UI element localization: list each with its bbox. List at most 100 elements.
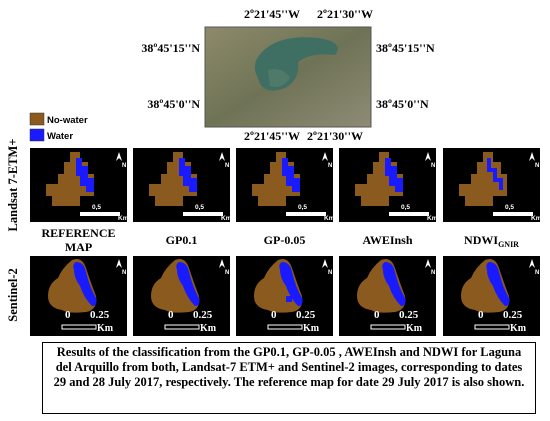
water-patch xyxy=(286,296,292,302)
north-arrow xyxy=(116,152,122,161)
scale-unit: Km xyxy=(221,215,232,222)
sentinel-panel: N 0 0.25 Km xyxy=(339,256,436,336)
scale-label: 0,5 xyxy=(505,204,514,211)
sentinel-panel: N 0 0.25 Km xyxy=(133,256,230,336)
landsat-panel: N 0,5 Km xyxy=(339,148,438,222)
north-arrow xyxy=(529,259,535,268)
landsat-panel: N 0,5 Km xyxy=(30,148,129,222)
scale-label: 0 xyxy=(65,309,71,321)
landsat-panel: N 0,5 Km xyxy=(236,148,335,222)
scale-label: 0 xyxy=(168,309,174,321)
water-area xyxy=(279,262,303,306)
water-area xyxy=(385,158,403,192)
scale-bar xyxy=(389,212,429,216)
north-arrow xyxy=(425,152,431,161)
scale-label: 0 xyxy=(374,309,380,321)
coord-right: 38º45'0''N xyxy=(376,97,429,111)
north-arrow xyxy=(425,259,431,268)
north-arrow xyxy=(529,152,535,161)
row-label: Landsat 7-ETM+ xyxy=(6,139,20,232)
water-area xyxy=(76,158,94,192)
legend-swatch xyxy=(29,112,45,126)
north-label: N xyxy=(431,270,435,276)
column-label: MAP xyxy=(65,240,92,254)
scale-unit: Km xyxy=(406,323,423,334)
water-area xyxy=(486,262,510,306)
coord-left: 38º45'15''N xyxy=(141,41,200,55)
north-label: N xyxy=(535,163,539,169)
north-label: N xyxy=(328,270,332,276)
aerial-image xyxy=(204,26,372,128)
legend-swatch xyxy=(29,128,45,142)
north-label: N xyxy=(328,163,332,169)
water-area xyxy=(176,262,200,306)
legend-label: Water xyxy=(47,131,73,142)
landsat-panel: N 0,5 Km xyxy=(133,148,232,222)
column-label: REFERENCE xyxy=(41,226,115,240)
scale-unit: Km xyxy=(427,215,438,222)
column-label-sub: GNIR xyxy=(498,240,519,249)
water-area xyxy=(382,262,406,306)
landsat-panel: N 0,5 Km xyxy=(443,148,542,222)
scale-bar xyxy=(267,324,303,330)
north-label: N xyxy=(535,270,539,276)
column-label: GP0.1 xyxy=(166,233,198,247)
scale-label: 0,5 xyxy=(401,204,410,211)
scale-unit: Km xyxy=(303,323,320,334)
coord-top: 2º21'45''W xyxy=(244,7,300,21)
coord-top: 2º21'45''W xyxy=(244,129,300,143)
scale-unit: Km xyxy=(200,323,217,334)
legend-label: No-water xyxy=(47,115,88,126)
scale-label: 0.25 xyxy=(296,309,316,321)
water-area xyxy=(282,158,300,192)
sentinel-panel: N 0 0.25 Km xyxy=(30,256,127,336)
coord-top: 2º21'30''W xyxy=(307,129,363,143)
coord-right: 38º45'15''N xyxy=(376,41,435,55)
water-area xyxy=(179,158,197,192)
scale-label: 0.25 xyxy=(193,309,213,321)
column-label: NDWIGNIR xyxy=(464,233,519,249)
no-water-area xyxy=(459,152,507,206)
scale-unit: Km xyxy=(97,323,114,334)
scale-label: 0.25 xyxy=(90,309,110,321)
caption: Results of the classification from the G… xyxy=(42,342,536,414)
row-label: Sentinel-2 xyxy=(6,268,20,321)
column-label-main: NDWI xyxy=(464,233,498,247)
scale-label: 0.25 xyxy=(399,309,419,321)
scale-bar xyxy=(493,212,533,216)
coord-top: 2º21'30''W xyxy=(317,7,373,21)
scale-unit: Km xyxy=(510,323,527,334)
scale-bar xyxy=(80,212,120,216)
scale-bar xyxy=(370,324,406,330)
scale-unit: Km xyxy=(118,215,129,222)
scale-bar xyxy=(61,324,97,330)
sentinel-panel: N 0 0.25 Km xyxy=(236,256,333,336)
north-arrow xyxy=(116,259,122,268)
scale-label: 0 xyxy=(271,309,277,321)
north-label: N xyxy=(225,270,229,276)
scale-label: 0,5 xyxy=(298,204,307,211)
scale-unit: Km xyxy=(531,215,542,222)
sentinel-panel: N 0 0.25 Km xyxy=(443,256,540,336)
north-arrow xyxy=(219,259,225,268)
scale-label: 0,5 xyxy=(92,204,101,211)
scale-bar xyxy=(286,212,326,216)
north-arrow xyxy=(322,259,328,268)
north-label: N xyxy=(122,270,126,276)
scale-label: 0,5 xyxy=(195,204,204,211)
north-arrow xyxy=(322,152,328,161)
scale-bar xyxy=(164,324,200,330)
scale-bar xyxy=(474,324,510,330)
north-label: N xyxy=(122,163,126,169)
north-label: N xyxy=(431,163,435,169)
water-area xyxy=(73,262,97,306)
scale-label: 0 xyxy=(478,309,484,321)
column-label: GP-0.05 xyxy=(264,233,306,247)
north-label: N xyxy=(225,163,229,169)
scale-unit: Km xyxy=(324,215,335,222)
coord-left: 38º45'0''N xyxy=(147,97,200,111)
scale-bar xyxy=(183,212,223,216)
water-area xyxy=(487,158,503,190)
